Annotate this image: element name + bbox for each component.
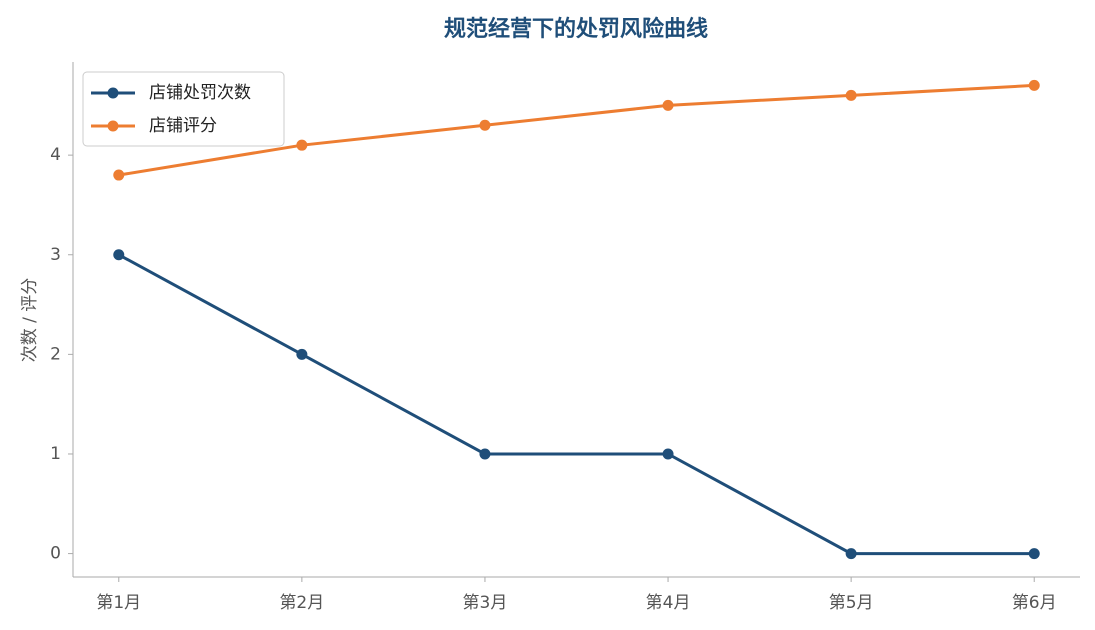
legend-marker xyxy=(107,87,119,99)
point xyxy=(845,89,857,101)
point xyxy=(1028,548,1040,560)
point xyxy=(662,448,674,460)
point xyxy=(1028,79,1040,91)
x-tick-label: 第3月 xyxy=(463,593,508,613)
y-tick-label: 2 xyxy=(50,344,61,364)
legend-label: 店铺处罚次数 xyxy=(149,83,251,103)
x-tick-label: 第1月 xyxy=(96,593,141,613)
legend-label: 店铺评分 xyxy=(149,116,217,136)
series-line xyxy=(118,83,1035,177)
y-tick-label: 1 xyxy=(50,444,61,464)
y-tick-label: 3 xyxy=(50,245,61,265)
point xyxy=(113,249,125,261)
point xyxy=(296,139,308,151)
y-tick-label: 0 xyxy=(50,544,61,564)
y-tick-label: 4 xyxy=(50,145,61,165)
point xyxy=(479,448,491,460)
point xyxy=(845,548,857,560)
x-tick-label: 第6月 xyxy=(1012,593,1057,613)
y-axis-label: 次数 / 评分 xyxy=(20,278,40,363)
x-tick-label: 第5月 xyxy=(829,593,874,613)
point xyxy=(296,348,308,360)
x-tick-label: 第2月 xyxy=(279,593,324,613)
series-line xyxy=(118,253,1035,556)
chart-title: 规范经营下的处罚风险曲线 xyxy=(444,16,708,42)
legend-marker xyxy=(107,120,119,132)
x-tick-label: 第4月 xyxy=(646,593,691,613)
point xyxy=(479,119,491,131)
point xyxy=(662,99,674,111)
point xyxy=(113,169,125,181)
